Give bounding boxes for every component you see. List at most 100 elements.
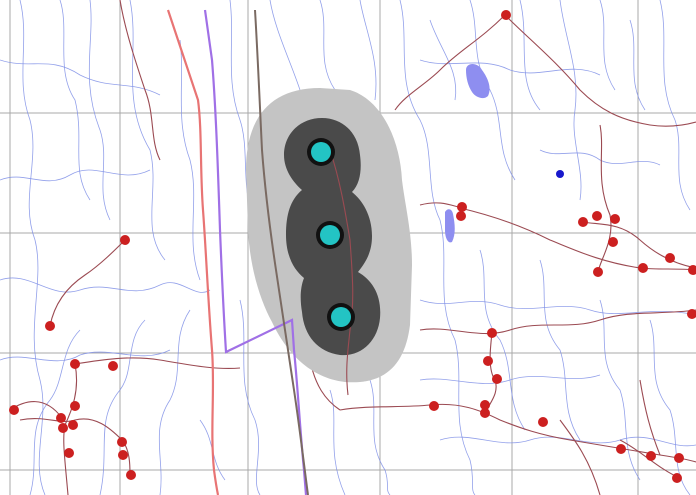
stream bbox=[19, 0, 46, 495]
stream bbox=[629, 19, 646, 111]
red-point[interactable] bbox=[9, 405, 19, 415]
well-point[interactable] bbox=[320, 225, 340, 245]
red-point[interactable] bbox=[117, 437, 127, 447]
boundary-red-line bbox=[166, 9, 220, 495]
stream bbox=[659, 0, 691, 211]
red-point[interactable] bbox=[64, 448, 74, 458]
water-layer bbox=[445, 64, 564, 243]
stream bbox=[539, 149, 661, 166]
stream bbox=[59, 0, 91, 201]
red-point[interactable] bbox=[665, 253, 675, 263]
stream bbox=[599, 299, 641, 481]
stream bbox=[419, 299, 696, 316]
stream bbox=[0, 277, 211, 293]
red-point[interactable] bbox=[118, 450, 128, 460]
blue-point[interactable] bbox=[556, 170, 564, 178]
red-point[interactable] bbox=[70, 401, 80, 411]
stream bbox=[29, 329, 81, 495]
red-point[interactable] bbox=[120, 235, 130, 245]
stream bbox=[429, 19, 457, 101]
red-point[interactable] bbox=[126, 470, 136, 480]
stream bbox=[439, 436, 696, 447]
water-body bbox=[445, 209, 455, 243]
red-point[interactable] bbox=[646, 451, 656, 461]
road bbox=[339, 403, 696, 463]
road bbox=[597, 124, 612, 273]
stream bbox=[129, 0, 166, 261]
stream bbox=[369, 379, 391, 495]
stream bbox=[0, 59, 161, 96]
stream bbox=[158, 309, 191, 495]
road bbox=[559, 419, 601, 495]
red-point[interactable] bbox=[638, 263, 648, 273]
stream bbox=[0, 349, 171, 362]
red-point[interactable] bbox=[593, 267, 603, 277]
red-point[interactable] bbox=[674, 453, 684, 463]
red-points-layer bbox=[9, 10, 696, 483]
wells-layer bbox=[307, 138, 355, 331]
red-point[interactable] bbox=[672, 473, 682, 483]
red-point[interactable] bbox=[487, 328, 497, 338]
stream bbox=[0, 169, 151, 182]
road bbox=[119, 0, 161, 161]
red-point[interactable] bbox=[108, 361, 118, 371]
red-point[interactable] bbox=[457, 202, 467, 212]
red-point[interactable] bbox=[58, 423, 68, 433]
red-point[interactable] bbox=[608, 237, 618, 247]
red-point[interactable] bbox=[688, 265, 696, 275]
stream bbox=[559, 0, 582, 201]
stream bbox=[269, 0, 301, 91]
road-layer bbox=[9, 0, 696, 495]
red-point[interactable] bbox=[56, 413, 66, 423]
red-point[interactable] bbox=[429, 401, 439, 411]
red-point[interactable] bbox=[616, 444, 626, 454]
road bbox=[459, 207, 696, 271]
stream bbox=[179, 39, 201, 281]
red-point[interactable] bbox=[70, 359, 80, 369]
stream bbox=[329, 389, 346, 495]
red-point[interactable] bbox=[592, 211, 602, 221]
stream bbox=[319, 0, 336, 91]
red-point[interactable] bbox=[483, 356, 493, 366]
red-point[interactable] bbox=[480, 408, 490, 418]
stream bbox=[239, 299, 261, 495]
stream bbox=[399, 0, 476, 495]
red-point[interactable] bbox=[480, 400, 490, 410]
well-point[interactable] bbox=[331, 307, 351, 327]
red-point[interactable] bbox=[45, 321, 55, 331]
road bbox=[504, 14, 696, 127]
stream bbox=[88, 0, 111, 221]
water-body bbox=[466, 64, 490, 99]
stream bbox=[599, 0, 616, 91]
stream bbox=[359, 0, 377, 101]
red-point[interactable] bbox=[501, 10, 511, 20]
red-point[interactable] bbox=[610, 214, 620, 224]
red-point[interactable] bbox=[492, 374, 502, 384]
road bbox=[74, 357, 241, 369]
boundary-purple-line bbox=[203, 9, 308, 495]
red-point[interactable] bbox=[687, 309, 696, 319]
road bbox=[49, 239, 126, 327]
boundary-layer bbox=[166, 9, 309, 495]
road bbox=[419, 309, 696, 335]
stream bbox=[419, 59, 601, 76]
red-point[interactable] bbox=[578, 217, 588, 227]
road bbox=[329, 149, 354, 396]
red-point[interactable] bbox=[538, 417, 548, 427]
stream bbox=[539, 259, 581, 441]
road bbox=[419, 202, 463, 209]
well-point[interactable] bbox=[311, 142, 331, 162]
stream bbox=[649, 319, 691, 495]
road bbox=[639, 379, 661, 456]
road bbox=[394, 14, 506, 111]
railway-line bbox=[254, 9, 309, 495]
road bbox=[19, 418, 131, 476]
red-point[interactable] bbox=[456, 211, 466, 221]
stream bbox=[99, 319, 146, 495]
buffer-road-layer bbox=[329, 149, 354, 396]
stream bbox=[469, 0, 516, 181]
road bbox=[582, 221, 696, 269]
stream bbox=[479, 249, 526, 431]
red-point[interactable] bbox=[68, 420, 78, 430]
